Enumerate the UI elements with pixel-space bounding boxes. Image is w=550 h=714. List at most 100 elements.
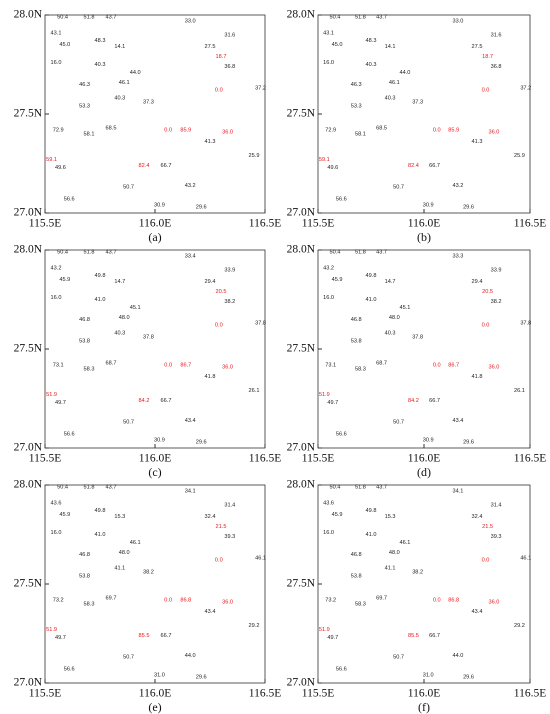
panel-caption: (b): [417, 230, 431, 244]
station-value: 26.1: [514, 388, 525, 394]
station-value: 45.9: [59, 512, 70, 518]
station-value: 43.6: [323, 500, 334, 506]
station-value: 37.2: [520, 86, 531, 92]
station-value: 41.3: [205, 139, 216, 145]
station-value: 46.1: [255, 556, 266, 562]
station-value: 48.3: [366, 38, 377, 44]
y-tick-label: 28.0N: [14, 9, 43, 21]
station-value: 48.0: [119, 315, 130, 321]
station-value: 41.8: [205, 374, 216, 380]
station-value: 50.7: [393, 655, 404, 661]
station-value: 73.2: [325, 597, 336, 603]
station-value: 0.0: [433, 597, 441, 603]
station-value: 43.7: [106, 249, 117, 255]
station-value: 40.3: [95, 62, 106, 68]
station-value: 14.1: [385, 44, 396, 50]
x-tick-label: 115.5E: [302, 688, 334, 700]
station-value: 27.5: [205, 44, 216, 50]
station-value: 43.2: [452, 183, 463, 189]
station-value: 31.6: [224, 32, 235, 38]
station-value: 14.7: [385, 279, 396, 285]
station-value: 0.0: [215, 558, 223, 564]
station-value: 43.2: [185, 183, 196, 189]
x-tick-label: 116.0E: [139, 218, 171, 230]
x-tick-label: 116.0E: [408, 688, 440, 700]
station-value: 51.8: [355, 249, 366, 255]
station-value: 38.2: [491, 299, 502, 305]
y-tick-label: 27.5N: [14, 343, 43, 355]
station-value: 48.0: [389, 550, 400, 556]
station-value: 41.0: [366, 532, 377, 538]
station-value: 41.0: [95, 297, 106, 303]
station-value: 49.8: [366, 273, 377, 279]
station-value: 50.4: [57, 249, 68, 255]
station-value: 44.0: [130, 70, 141, 76]
y-tick-label: 27.0N: [287, 207, 316, 219]
y-tick-label: 27.5N: [287, 343, 316, 355]
station-value: 59.1: [319, 157, 330, 163]
station-value: 33.9: [224, 267, 235, 273]
station-value: 43.6: [51, 500, 62, 506]
station-value: 44.0: [399, 70, 410, 76]
station-value: 45.0: [59, 42, 70, 48]
station-value: 46.1: [130, 540, 141, 546]
station-value: 20.5: [216, 289, 227, 295]
station-value: 36.0: [222, 599, 233, 605]
station-value: 82.4: [408, 163, 419, 169]
station-value: 56.6: [64, 432, 75, 438]
station-value: 25.9: [514, 153, 525, 159]
station-value: 49.7: [327, 400, 338, 406]
station-value: 86.7: [180, 362, 191, 368]
station-value: 33.0: [452, 18, 463, 24]
station-value: 51.8: [355, 484, 366, 490]
station-value: 16.0: [51, 60, 62, 66]
station-value: 86.8: [180, 597, 191, 603]
station-value: 43.7: [106, 14, 117, 20]
station-value: 44.0: [452, 653, 463, 659]
station-value: 0.0: [164, 362, 172, 368]
x-tick-label: 115.5E: [302, 453, 334, 465]
station-value: 16.0: [323, 530, 334, 536]
station-value: 36.8: [224, 64, 235, 70]
station-value: 50.7: [393, 420, 404, 426]
station-value: 73.1: [325, 362, 336, 368]
station-value: 56.6: [336, 667, 347, 673]
station-value: 29.4: [205, 279, 216, 285]
station-value: 37.2: [255, 86, 266, 92]
x-tick-label: 116.0E: [139, 453, 171, 465]
y-tick-label: 27.0N: [14, 207, 43, 219]
station-value: 58.3: [355, 366, 366, 372]
station-value: 53.3: [351, 104, 362, 110]
station-value: 66.7: [161, 163, 172, 169]
station-value: 18.7: [216, 54, 227, 60]
station-value: 46.3: [79, 82, 90, 88]
station-value: 44.0: [185, 653, 196, 659]
map-frame: [44, 14, 266, 214]
station-value: 37.8: [412, 335, 423, 341]
map-frame: [44, 484, 266, 684]
station-value: 66.7: [161, 398, 172, 404]
station-value: 66.7: [161, 633, 172, 639]
station-value: 31.0: [154, 673, 165, 679]
station-value: 86.8: [448, 597, 459, 603]
station-value: 49.6: [55, 165, 66, 171]
station-value: 0.0: [433, 127, 441, 133]
station-value: 85.9: [448, 127, 459, 133]
station-value: 31.4: [224, 502, 235, 508]
x-tick-label: 116.5E: [514, 688, 546, 700]
station-value: 25.9: [249, 153, 260, 159]
station-value: 43.7: [376, 14, 387, 20]
station-value: 30.9: [154, 203, 165, 209]
station-value: 18.7: [482, 54, 493, 60]
station-value: 32.4: [205, 514, 216, 520]
station-value: 29.4: [472, 279, 483, 285]
station-value: 16.0: [51, 295, 62, 301]
station-value: 0.0: [433, 362, 441, 368]
station-value: 58.3: [355, 601, 366, 607]
y-tick-label: 27.5N: [287, 108, 316, 120]
station-value: 50.4: [57, 484, 68, 490]
station-value: 45.0: [332, 42, 343, 48]
station-value: 50.7: [123, 185, 134, 191]
station-value: 37.3: [412, 100, 423, 106]
